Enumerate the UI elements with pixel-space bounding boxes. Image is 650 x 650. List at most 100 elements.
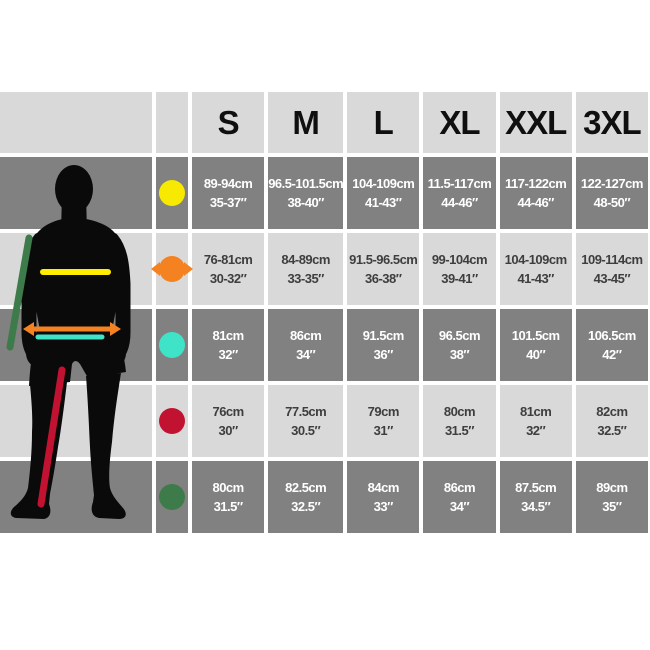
measurement-inch: 32.5″: [291, 499, 321, 514]
measurement-inch: 34.5″: [521, 499, 551, 514]
size-cell: 76-81cm 30-32″: [192, 233, 265, 305]
size-label: M: [292, 103, 319, 141]
size-label: 3XL: [583, 103, 642, 141]
measurement-cm: 91.5-96.5cm: [349, 252, 418, 267]
size-cell: 96.5cm 38″: [423, 309, 496, 381]
size-column-header-xl: XL: [423, 92, 496, 153]
size-cell: 81cm 32″: [499, 385, 572, 457]
measurement-inch: 30″: [218, 423, 239, 438]
size-cell: 76cm 30″: [192, 385, 265, 457]
figure-column-header: [0, 92, 152, 153]
measurement-cm: 11.5-117cm: [427, 176, 492, 191]
measurement-cm: 122-127cm: [580, 176, 644, 191]
size-label: XL: [439, 103, 480, 141]
measurement-cm: 82cm: [596, 404, 628, 419]
measurement-inch: 31″: [373, 423, 394, 438]
measurement-inch: 38-40″: [287, 195, 324, 210]
measurement-cm: 79cm: [367, 404, 400, 419]
measurement-inch: 40″: [526, 347, 546, 362]
size-label: XXL: [505, 103, 567, 141]
measurement-cm: 96.5-101.5cm: [268, 176, 344, 191]
size-cell: 80cm 31.5″: [192, 461, 265, 533]
measurement-cm: 99-104cm: [431, 252, 488, 267]
size-cell: 101.5cm 40″: [499, 309, 572, 381]
measurement-cm: 84-89cm: [281, 252, 330, 267]
measurement-inch: 38″: [449, 347, 470, 362]
size-label: L: [373, 103, 394, 141]
measurement-cm: 81cm: [520, 404, 552, 419]
size-cell: 104-109cm 41-43″: [347, 157, 420, 229]
measurement-inch: 31.5″: [444, 423, 475, 438]
marker-cell: [156, 385, 188, 457]
measurement-inch: 44-46″: [441, 195, 478, 210]
marker-cell: [156, 309, 188, 381]
size-chart-table: S M L XL XXL 3XL 89-94cm 35-37″ 96.5-101.5cm 38-4…: [0, 92, 648, 533]
measurement-inch: 34″: [296, 347, 316, 362]
marker-cell: [151, 233, 193, 305]
green-circle-icon: [159, 484, 185, 510]
size-column-header-xxl: XXL: [499, 92, 572, 153]
size-cell: 91.5-96.5cm 36-38″: [347, 233, 420, 305]
measurement-inch: 34″: [449, 499, 470, 514]
figure-column-stripe: [0, 233, 152, 305]
measurement-cm: 84cm: [367, 480, 400, 495]
measurement-cm: 87.5cm: [515, 480, 557, 495]
marker-left-arrow-tip: [151, 262, 160, 276]
figure-column-stripe: [0, 309, 152, 381]
measurement-inch: 36-38″: [365, 271, 402, 286]
size-cell: 79cm 31″: [347, 385, 420, 457]
measurement-inch: 41-43″: [365, 195, 402, 210]
measurement-cm: 76-81cm: [203, 252, 253, 267]
size-cell: 87.5cm 34.5″: [499, 461, 572, 533]
size-cell: 86cm 34″: [423, 461, 496, 533]
size-cell: 80cm 31.5″: [423, 385, 496, 457]
measurement-cm: 89cm: [596, 480, 628, 495]
marker-column-header: [156, 92, 188, 153]
measurement-inch: 39-41″: [441, 271, 478, 286]
size-cell: 91.5cm 36″: [347, 309, 420, 381]
measurement-inch: 48-50″: [593, 195, 631, 210]
size-cell: 99-104cm 39-41″: [423, 233, 496, 305]
size-column-header-3xl: 3XL: [575, 92, 648, 153]
size-cell: 104-109cm 41-43″: [499, 233, 572, 305]
size-label: S: [217, 103, 240, 141]
size-cell: 89-94cm 35-37″: [192, 157, 265, 229]
size-cell: 89cm 35″: [575, 461, 648, 533]
measurement-cm: 89-94cm: [203, 176, 253, 191]
size-column-header-s: S: [192, 92, 265, 153]
size-cell: 82cm 32.5″: [575, 385, 648, 457]
measurement-cm: 82.5cm: [285, 480, 327, 495]
yellow-circle-icon: [159, 180, 185, 206]
orange-arrow-circle-icon: [151, 256, 193, 282]
measurement-inch: 41-43″: [517, 271, 554, 286]
marker-right-arrow-tip: [184, 262, 193, 276]
marker-cell: [156, 461, 188, 533]
measurement-cm: 80cm: [443, 404, 476, 419]
measurement-cm: 86cm: [443, 480, 476, 495]
measurement-cm: 86cm: [290, 328, 322, 343]
size-cell: 11.5-117cm 44-46″: [423, 157, 496, 229]
size-cell: 77.5cm 30.5″: [268, 385, 344, 457]
measurement-inch: 33-35″: [287, 271, 324, 286]
measurement-inch: 42″: [602, 347, 622, 362]
measurement-inch: 30.5″: [291, 423, 321, 438]
measurement-inch: 30-32″: [209, 271, 247, 286]
measurement-inch: 36″: [373, 347, 394, 362]
size-cell: 96.5-101.5cm 38-40″: [268, 157, 344, 229]
size-cell: 117-122cm 44-46″: [499, 157, 572, 229]
measurement-inch: 43-45″: [593, 271, 631, 286]
measurement-cm: 117-122cm: [505, 176, 567, 191]
measurement-cm: 104-109cm: [352, 176, 415, 191]
measurement-inch: 32.5″: [597, 423, 627, 438]
size-cell: 84-89cm 33-35″: [268, 233, 344, 305]
size-cell: 122-127cm 48-50″: [575, 157, 648, 229]
size-cell: 86cm 34″: [268, 309, 344, 381]
size-column-header-l: L: [347, 92, 420, 153]
measurement-cm: 91.5cm: [362, 328, 405, 343]
measurement-cm: 80cm: [212, 480, 244, 495]
measurement-inch: 31.5″: [213, 499, 244, 514]
measurement-cm: 109-114cm: [581, 252, 643, 267]
size-cell: 81cm 32″: [192, 309, 265, 381]
figure-column-stripe: [0, 385, 152, 457]
